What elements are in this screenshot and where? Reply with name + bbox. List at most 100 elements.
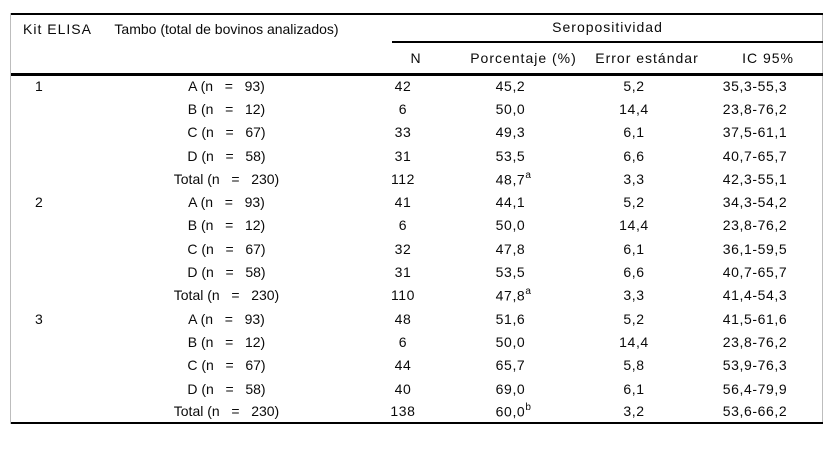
table-row: 3 A (n = 93) 48 51,6 5,2 41,5-61,6: [11, 307, 823, 330]
document-page: Kit ELISA Tambo (total de bovinos analiz…: [0, 13, 833, 425]
table-row: C (n = 67) 32 47,8 6,1 36,1-59,5: [11, 237, 823, 260]
pct-cell: 50,0: [454, 214, 581, 237]
ci-cell: 23,8-76,2: [722, 217, 788, 234]
tambo-cell: C (n = 67): [187, 357, 266, 374]
table-row: B (n = 12) 6 50,0 14,4 23,8-76,2: [11, 97, 823, 120]
pct-value: 53,5: [495, 264, 526, 281]
ci-cell: 42,3-55,1: [722, 170, 788, 187]
kit-cell: [11, 167, 101, 190]
se-cell: 6,6: [623, 264, 645, 281]
tambo-cell: Total (n = 230): [173, 170, 280, 187]
table-row: B (n = 12) 6 50,0 14,4 23,8-76,2: [11, 214, 823, 237]
n-cell: 6: [398, 100, 408, 117]
kit-cell: 1: [35, 78, 44, 95]
ci-cell: 40,7-65,7: [722, 147, 788, 164]
n-cell: 31: [394, 147, 412, 164]
pct-cell: 48,7a: [495, 169, 531, 188]
kit-cell: [11, 97, 101, 120]
pct-cell: 51,6: [454, 307, 581, 330]
table-row: C (n = 67) 44 65,7 5,8 53,9-76,3: [11, 354, 823, 377]
n-cell: 33: [394, 124, 412, 141]
kit-cell: 3: [35, 310, 44, 327]
n-cell: 32: [394, 240, 412, 257]
column-header-kit-elisa: Kit ELISA: [11, 14, 101, 76]
tambo-cell: D (n = 58): [187, 147, 266, 164]
ci-cell: 35,3-55,3: [722, 78, 788, 95]
pct-value: 47,8: [495, 240, 526, 257]
ci-cell: 41,4-54,3: [722, 287, 788, 304]
se-cell: 14,4: [619, 217, 649, 234]
se-cell: 6,1: [623, 240, 645, 257]
pct-value: 45,2: [495, 78, 526, 95]
kit-cell: [11, 284, 101, 307]
tambo-cell: B (n = 12): [187, 100, 266, 117]
ci-cell: 23,8-76,2: [722, 333, 788, 350]
se-cell: 5,2: [623, 194, 645, 211]
column-header-porcentaje: Porcentaje (%): [454, 43, 581, 76]
pct-cell: 47,8: [454, 237, 581, 260]
pct-value: 49,3: [495, 124, 526, 141]
se-cell: 6,6: [623, 147, 645, 164]
column-header-error-estandar: Error estándar: [581, 43, 701, 76]
seropositivity-table: Kit ELISA Tambo (total de bovinos analiz…: [11, 13, 824, 425]
table-body: 1 A (n = 93) 42 45,2 5,2 35,3-55,3 B (n …: [11, 74, 823, 423]
pct-cell: 65,7: [454, 354, 581, 377]
kit-cell: [11, 121, 101, 144]
column-group-seropositividad: Seropositividad: [366, 14, 824, 43]
table-row: B (n = 12) 6 50,0 14,4 23,8-76,2: [11, 330, 823, 353]
table-row: C (n = 67) 33 49,3 6,1 37,5-61,1: [11, 121, 823, 144]
n-cell: 44: [394, 357, 412, 374]
tambo-cell: B (n = 12): [187, 333, 266, 350]
ci-cell: 53,6-66,2: [722, 403, 788, 420]
column-header-ic95: IC 95%: [701, 43, 824, 76]
pct-cell: 45,2: [454, 74, 581, 97]
se-cell: 3,2: [623, 403, 645, 420]
pct-cell: 49,3: [454, 121, 581, 144]
kit-cell: [11, 330, 101, 353]
table-row: Total (n = 230) 110 47,8a 3,3 41,4-54,3: [11, 284, 823, 307]
seropositivity-table-frame: Kit ELISA Tambo (total de bovinos analiz…: [10, 13, 824, 425]
n-cell: 110: [390, 287, 416, 304]
table-row: D (n = 58) 40 69,0 6,1 56,4-79,9: [11, 377, 823, 400]
kit-cell: [11, 377, 101, 400]
se-cell: 5,2: [623, 310, 645, 327]
n-cell: 40: [394, 380, 412, 397]
kit-cell: 2: [35, 194, 44, 211]
ci-cell: 34,3-54,2: [722, 194, 788, 211]
ci-cell: 36,1-59,5: [722, 240, 788, 257]
tambo-cell: A (n = 93): [188, 310, 265, 327]
pct-value: 69,0: [495, 380, 526, 397]
table-row: D (n = 58) 31 53,5 6,6 40,7-65,7: [11, 260, 823, 283]
se-cell: 14,4: [619, 333, 649, 350]
pct-value: 48,7: [495, 171, 526, 188]
pct-value: 53,5: [495, 147, 526, 164]
kit-cell: [11, 354, 101, 377]
n-cell: 6: [398, 333, 408, 350]
seropositividad-group-label: Seropositividad: [552, 19, 663, 35]
column-header-tambo: Tambo (total de bovinos analizados): [101, 14, 366, 76]
n-cell: 48: [394, 310, 412, 327]
n-cell: 112: [390, 170, 416, 187]
header-row-sub: N Porcentaje (%) Error estándar IC 95%: [11, 43, 824, 76]
pct-value: 60,0: [495, 403, 526, 420]
kit-cell: [11, 260, 101, 283]
pct-cell: 69,0: [454, 377, 581, 400]
ci-cell: 41,5-61,6: [722, 310, 788, 327]
column-header-n: N: [366, 43, 454, 76]
kit-cell: [11, 214, 101, 237]
pct-cell: 60,0b: [495, 401, 531, 420]
se-cell: 3,3: [623, 287, 645, 304]
se-cell: 5,8: [623, 357, 645, 374]
table-row: 1 A (n = 93) 42 45,2 5,2 35,3-55,3: [11, 74, 823, 97]
pct-cell: 53,5: [454, 260, 581, 283]
n-cell: 138: [390, 403, 416, 420]
table-row: D (n = 58) 31 53,5 6,6 40,7-65,7: [11, 144, 823, 167]
se-cell: 14,4: [619, 100, 649, 117]
header-row-top: Kit ELISA Tambo (total de bovinos analiz…: [11, 14, 824, 76]
se-cell: 6,1: [623, 124, 645, 141]
kit-cell: [11, 400, 101, 423]
tambo-cell: Total (n = 230): [173, 287, 280, 304]
table-header: Kit ELISA Tambo (total de bovinos analiz…: [11, 14, 824, 76]
tambo-cell: B (n = 12): [187, 217, 266, 234]
table-row: 2 A (n = 93) 41 44,1 5,2 34,3-54,2: [11, 190, 823, 213]
